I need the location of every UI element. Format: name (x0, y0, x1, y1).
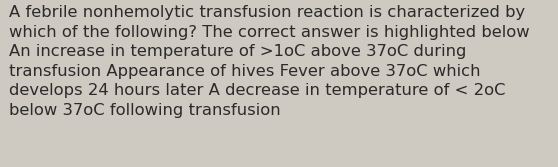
Text: A febrile nonhemolytic transfusion reaction is characterized by
which of the fol: A febrile nonhemolytic transfusion react… (9, 5, 530, 118)
